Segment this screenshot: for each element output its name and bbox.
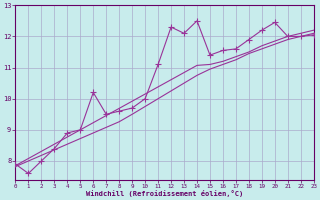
X-axis label: Windchill (Refroidissement éolien,°C): Windchill (Refroidissement éolien,°C): [86, 190, 243, 197]
